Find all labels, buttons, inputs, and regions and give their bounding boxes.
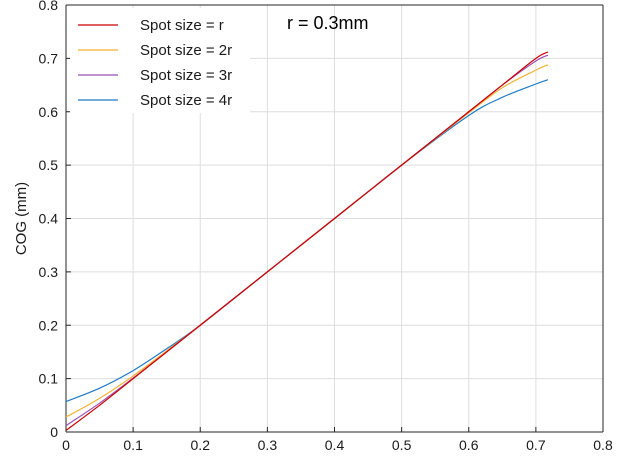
x-tick-label: 0 [62, 437, 70, 453]
legend: Spot size = r Spot size = 2r Spot size = 3… [70, 8, 250, 113]
legend-label: Spot size = 3r [140, 67, 232, 84]
y-tick-label: 0 [50, 424, 58, 440]
x-tick-label: 0.5 [392, 437, 412, 453]
y-tick-label: 0.8 [39, 0, 59, 13]
y-tick-label: 0.3 [39, 264, 59, 280]
y-tick-label: 0.6 [39, 104, 59, 120]
y-tick-label: 0.1 [39, 371, 59, 387]
x-tick-label: 0.8 [593, 437, 613, 453]
x-tick-label: 0.1 [123, 437, 143, 453]
y-tick-label: 0.4 [39, 211, 59, 227]
legend-label: Spot size = 4r [140, 92, 232, 109]
legend-label: Spot size = 2r [140, 42, 232, 59]
y-tick-label: 0.5 [39, 157, 59, 173]
x-tick-label: 0.6 [459, 437, 479, 453]
x-tick-label: 0.4 [325, 437, 345, 453]
x-axis-ticks: 0 0.1 0.2 0.3 0.4 0.5 0.6 0.7 0.8 [62, 427, 613, 453]
x-tick-label: 0.3 [258, 437, 278, 453]
x-tick-label: 0.2 [191, 437, 211, 453]
annotation-text: r = 0.3mm [287, 13, 369, 33]
series-line-1 [65, 51, 549, 431]
x-tick-label: 0.7 [526, 437, 546, 453]
y-axis-ticks: 0 0.1 0.2 0.3 0.4 0.5 0.6 0.7 0.8 [39, 0, 71, 440]
y-axis-label: COG (mm) [13, 182, 30, 255]
y-tick-label: 0.7 [39, 50, 59, 66]
legend-label: Spot size = r [140, 17, 224, 34]
y-tick-label: 0.2 [39, 317, 59, 333]
series-lines [65, 51, 549, 431]
